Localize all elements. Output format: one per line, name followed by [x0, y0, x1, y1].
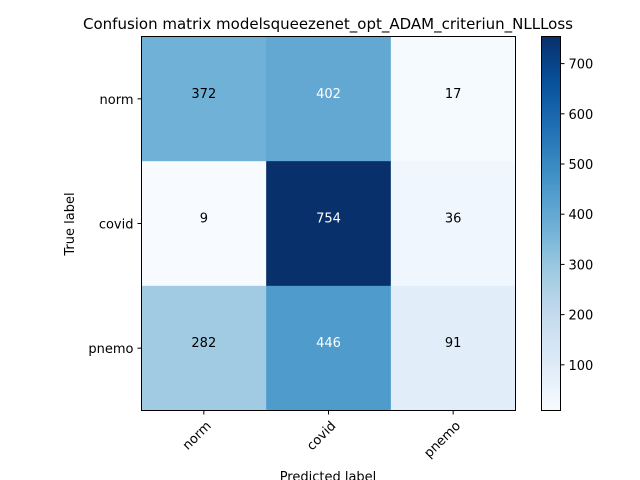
- x-axis-ticks: norm covid pnemo: [180, 410, 464, 462]
- y-tick-label: pnemo: [88, 342, 133, 357]
- x-tick-label: pnemo: [421, 419, 464, 462]
- x-axis-label: Predicted label: [280, 470, 377, 480]
- cell-value-label: 17: [445, 87, 462, 102]
- heatmap-cell: [390, 161, 516, 287]
- y-axis-ticks: norm covid pnemo: [88, 93, 142, 357]
- heatmap-cells: [141, 36, 516, 411]
- cell-value-label: 91: [445, 336, 462, 351]
- y-tick-label: covid: [99, 218, 134, 233]
- colorbar-tick-label: 600: [569, 108, 594, 123]
- heatmap-cell: [141, 161, 267, 287]
- heatmap-cell: [266, 161, 392, 287]
- y-tick-label: norm: [100, 93, 134, 108]
- colorbar-tick-label: 400: [569, 208, 594, 223]
- x-tick-label: norm: [180, 419, 215, 454]
- colorbar-tick-label: 700: [569, 58, 594, 73]
- heatmap-cell: [141, 285, 267, 411]
- colorbar-tick-label: 500: [569, 158, 594, 173]
- colorbar-tick-label: 100: [569, 359, 594, 374]
- cell-value-label: 446: [316, 336, 341, 351]
- colorbar-tick-label: 300: [569, 258, 594, 273]
- colorbar: [541, 36, 561, 411]
- cell-value-label: 402: [316, 87, 341, 102]
- x-tick-label: covid: [304, 419, 339, 454]
- y-axis-label: True label: [63, 192, 78, 256]
- cell-value-label: 372: [191, 87, 216, 102]
- colorbar-tick-label: 200: [569, 309, 594, 324]
- cell-value-label: 282: [191, 336, 216, 351]
- heatmap-cell-labels: 372 402 17 9 754 36 282 446 91: [191, 87, 461, 351]
- heatmap-cell: [266, 285, 392, 411]
- heatmap-cell: [390, 36, 516, 162]
- cell-value-label: 36: [445, 212, 462, 227]
- chart-title: Confusion matrix modelsqueezenet_opt_ADA…: [83, 15, 573, 34]
- cell-value-label: 9: [200, 212, 208, 227]
- heatmap-cell: [390, 285, 516, 411]
- heatmap-cell: [266, 36, 392, 162]
- heatmap-cell: [141, 36, 267, 162]
- colorbar-ticks: 100 200 300 400 500 600 700: [560, 58, 594, 374]
- cell-value-label: 754: [316, 212, 341, 227]
